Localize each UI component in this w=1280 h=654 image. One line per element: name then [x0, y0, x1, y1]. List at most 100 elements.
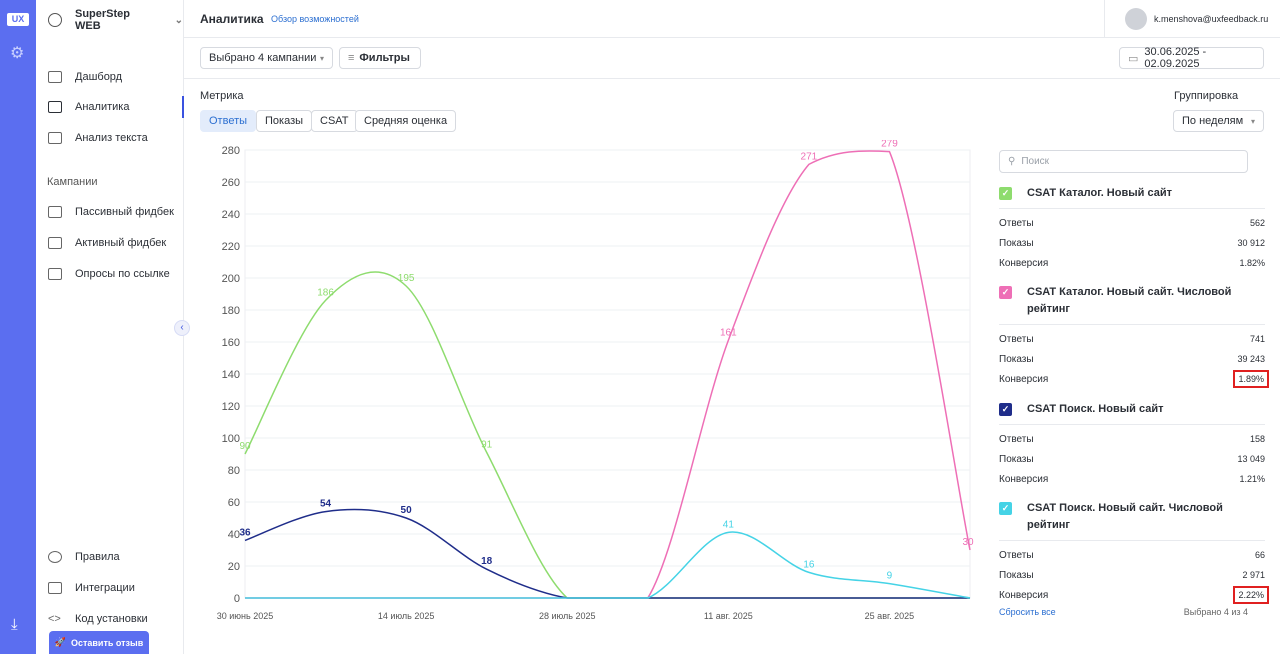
rocket-icon: 🚀: [54, 637, 66, 647]
stat-value: 562: [1249, 218, 1265, 228]
campaign-checkbox[interactable]: ✓: [999, 502, 1012, 515]
data-label: 9: [887, 571, 893, 582]
stat-value: 13 049: [1237, 454, 1265, 464]
y-tick-label: 120: [222, 401, 240, 413]
code-icon: <>: [48, 613, 61, 625]
grouping-select[interactable]: По неделям ▾: [1173, 110, 1264, 132]
window-icon: [48, 206, 62, 218]
tab-average-score[interactable]: Средняя оценка: [355, 110, 457, 132]
stat-label: Конверсия: [999, 473, 1049, 485]
list-icon: [48, 237, 62, 249]
date-range-value: 30.06.2025 - 02.09.2025: [1144, 46, 1207, 70]
divider: [999, 424, 1265, 425]
form-icon: [48, 268, 62, 280]
download-icon[interactable]: ⤓: [11, 616, 18, 633]
data-label: 50: [401, 505, 413, 516]
divider: [999, 208, 1265, 209]
sidebar-item-passive-feedback[interactable]: Пассивный фидбек: [36, 201, 184, 223]
y-tick-label: 200: [222, 273, 240, 285]
campaign-search-input[interactable]: ⚲ Поиск: [999, 150, 1248, 173]
campaign-card: ✓ CSAT Поиск. Новый сайт Ответы 158 Показ…: [999, 401, 1265, 489]
campaign-card: ✓ CSAT Каталог. Новый сайт Ответы 562 Пок…: [999, 185, 1265, 273]
rules-icon: [48, 551, 62, 563]
campaigns-section-title: Кампании: [47, 176, 98, 188]
project-name: SuperStep WEB: [74, 8, 130, 32]
grouping-label: Группировка: [1174, 90, 1239, 102]
sidebar-item-install-code[interactable]: <> Код установки: [36, 608, 184, 630]
stat-label: Конверсия: [999, 257, 1049, 269]
sidebar-item-label: Интеграции: [75, 582, 135, 594]
data-label: 16: [803, 559, 815, 570]
top-header: Аналитика Обзор возможностей k.menshova@…: [184, 0, 1280, 38]
stat-value: 30 912: [1237, 238, 1265, 248]
sidebar-item-rules[interactable]: Правила: [36, 546, 184, 568]
sidebar-item-active-feedback[interactable]: Активный фидбек: [36, 232, 184, 254]
reset-all-link[interactable]: Сбросить все: [999, 607, 1056, 617]
campaign-checkbox[interactable]: ✓: [999, 403, 1012, 416]
stat-value: 158: [1249, 434, 1265, 444]
stat-label: Ответы: [999, 433, 1034, 445]
app-logo[interactable]: UX: [7, 13, 29, 26]
campaign-card: ✓ CSAT Поиск. Новый сайт. Числовой рейти…: [999, 500, 1269, 605]
leave-review-button[interactable]: 🚀 Оставить отзыв: [49, 631, 149, 654]
stat-value: 66: [1254, 550, 1265, 560]
filters-button[interactable]: ≡ Фильтры: [339, 47, 421, 69]
leave-review-label: Оставить отзыв: [70, 637, 144, 648]
sidebar-item-text-analysis[interactable]: Анализ текста: [36, 127, 184, 149]
y-tick-label: 0: [234, 593, 240, 605]
stat-label: Показы: [999, 353, 1034, 365]
y-tick-label: 260: [222, 177, 240, 189]
app-rail: UX ⚙ ⤓: [0, 0, 36, 654]
features-overview-link[interactable]: Обзор возможностей: [271, 14, 359, 24]
y-tick-label: 160: [222, 337, 240, 349]
campaign-selector[interactable]: Выбрано 4 кампании ▾: [200, 47, 333, 69]
stat-value: 2 971: [1242, 570, 1265, 580]
x-tick-label: 30 июнь 2025: [217, 611, 273, 621]
sidebar-item-analytics[interactable]: Аналитика: [36, 96, 184, 118]
search-placeholder: Поиск: [1021, 156, 1050, 167]
campaign-checkbox[interactable]: ✓: [999, 187, 1012, 200]
user-menu[interactable]: k.menshova@uxfeedback.ru: [1104, 0, 1268, 38]
tab-impressions[interactable]: Показы: [256, 110, 313, 132]
y-tick-label: 280: [222, 145, 240, 157]
sidebar-item-label: Анализ текста: [75, 132, 148, 144]
sidebar: SuperStep WEB ⌄ Дашборд Аналитика Анализ…: [36, 0, 184, 654]
data-label: 18: [481, 556, 493, 567]
campaign-name: CSAT Каталог. Новый сайт: [1027, 187, 1172, 199]
series-line: [244, 271, 970, 599]
data-label: 91: [481, 439, 493, 450]
sidebar-item-label: Опросы по ссылке: [75, 268, 170, 280]
y-tick-label: 40: [228, 529, 240, 541]
avatar: [1125, 8, 1147, 30]
sidebar-item-label: Пассивный фидбек: [75, 206, 174, 218]
project-selector[interactable]: SuperStep WEB ⌄: [48, 8, 183, 32]
toolbar: Выбрано 4 кампании ▾ ≡ Фильтры ▭ 30.06.2…: [184, 38, 1280, 79]
stat-value: 39 243: [1237, 354, 1265, 364]
settings-gear-icon[interactable]: ⚙: [10, 45, 25, 62]
data-label: 271: [801, 151, 818, 162]
stat-value: 1.21%: [1239, 474, 1265, 484]
caret-down-icon: ▾: [1250, 116, 1255, 126]
stat-label: Конверсия: [999, 373, 1049, 385]
sidebar-item-link-surveys[interactable]: Опросы по ссылке: [36, 263, 184, 285]
data-label: 279: [881, 140, 898, 150]
data-label: 186: [317, 287, 334, 298]
stat-value: 741: [1249, 334, 1265, 344]
y-tick-label: 240: [222, 209, 240, 221]
data-label: 30: [962, 537, 974, 548]
sidebar-item-integrations[interactable]: Интеграции: [36, 577, 184, 599]
sidebar-item-label: Правила: [75, 551, 120, 563]
date-range-picker[interactable]: ▭ 30.06.2025 - 02.09.2025: [1119, 46, 1264, 70]
responses-line-chart: 0 20 40 60 80 100 120 140 160 180 200 220 240 260 280 3…: [195, 139, 980, 630]
data-label: 161: [720, 327, 737, 338]
panel-footer: Сбросить все Выбрано 4 из 4: [999, 607, 1248, 617]
collapse-sidebar-button[interactable]: ‹: [174, 320, 190, 336]
sidebar-item-dashboard[interactable]: Дашборд: [36, 66, 184, 88]
y-tick-label: 140: [222, 369, 240, 381]
bar-chart-icon: [48, 101, 62, 113]
campaign-checkbox[interactable]: ✓: [999, 286, 1012, 299]
tab-csat[interactable]: CSAT: [311, 110, 358, 132]
y-tick-label: 220: [222, 241, 240, 253]
y-tick-label: 80: [228, 465, 240, 477]
tab-responses[interactable]: Ответы: [200, 110, 257, 132]
